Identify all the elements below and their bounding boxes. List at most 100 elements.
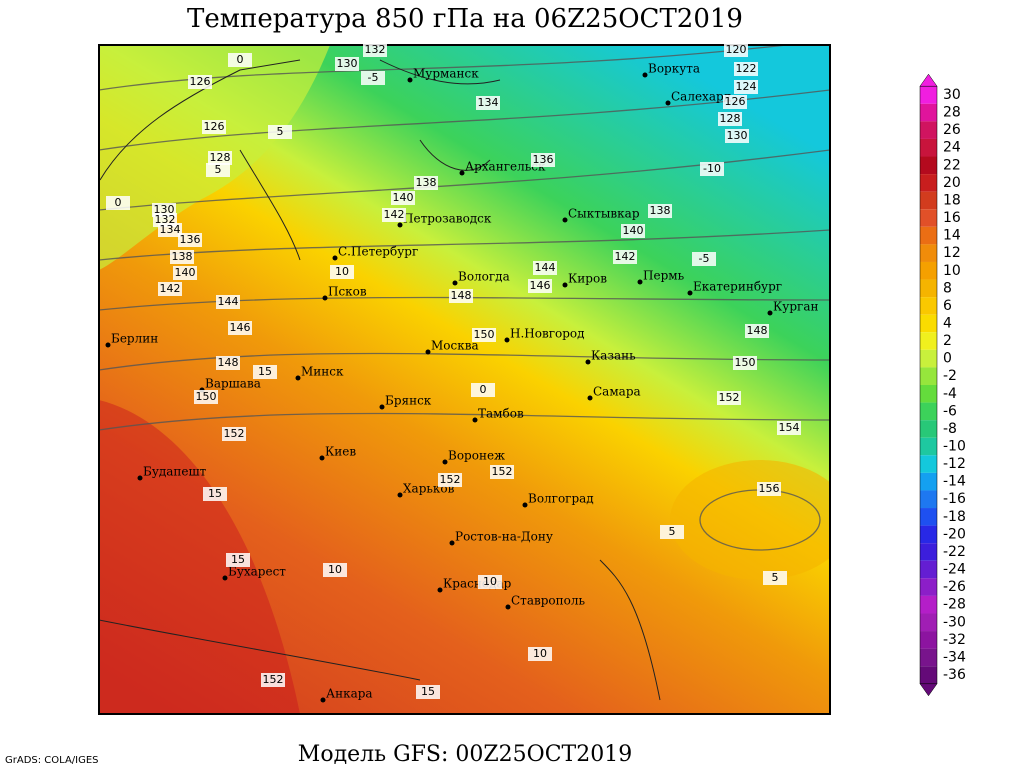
city-dot (397, 222, 403, 228)
contour-label: -5 (368, 71, 379, 84)
contour-label: 150 (196, 390, 217, 403)
contour-label-box (733, 356, 757, 370)
colorbar-label: 10 (943, 263, 961, 279)
contour-label-box (416, 685, 440, 699)
contour-label: 0 (115, 196, 122, 209)
contour-label-box (528, 279, 552, 293)
contour-label-box (363, 43, 387, 57)
contour-label: 15 (231, 553, 245, 566)
contour-label: 142 (384, 208, 405, 221)
contour-label: 130 (154, 203, 175, 216)
contour-label: 128 (720, 112, 741, 125)
contour-label-box (222, 427, 246, 441)
contour-label: 0 (237, 53, 244, 66)
contour-label-box (414, 176, 438, 190)
contour-label-box (361, 71, 385, 85)
contour-label-box (382, 208, 406, 222)
colorbar-top (919, 73, 938, 87)
contour-label: 10 (483, 575, 497, 588)
contour-label: 148 (218, 356, 239, 369)
city-label: Варшава (205, 377, 261, 391)
colorbar-cell (920, 490, 937, 509)
contour-label: 140 (175, 266, 196, 279)
contour-label: 152 (224, 427, 245, 440)
city-label: Будапешт (143, 465, 207, 479)
colorbar-cell (920, 226, 937, 245)
colorbar-cell (920, 560, 937, 579)
city-dot (562, 282, 568, 288)
contour-label: 10 (328, 563, 342, 576)
city-dot (105, 342, 111, 348)
colorbar-label: -36 (943, 667, 966, 683)
contour-label-box (533, 261, 557, 275)
contour-label: -5 (699, 252, 710, 265)
colorbar-cell (920, 279, 937, 298)
contour-label: 128 (210, 151, 231, 164)
contour-label: 146 (530, 279, 551, 292)
colorbar-cell (920, 631, 937, 649)
colorbar-label: 24 (943, 140, 961, 156)
city-dot (665, 100, 671, 106)
contour-label-box (725, 129, 749, 143)
contour-label: 15 (421, 685, 435, 698)
city-dot (295, 375, 301, 381)
contour-label: 138 (416, 176, 437, 189)
city-label: Анкара (326, 687, 373, 701)
colorbar-cell (920, 648, 937, 667)
city-dot (522, 502, 528, 508)
city-label: Самара (593, 385, 641, 399)
contour-label: 5 (669, 525, 676, 538)
colorbar-label: 20 (943, 175, 961, 191)
city-label: Киев (325, 445, 356, 459)
colorbar-label: 22 (943, 157, 961, 173)
colorbar-label: -24 (943, 562, 966, 578)
contour-label-box (261, 673, 285, 687)
contour-label-box (621, 224, 645, 238)
colorbar-label: 18 (943, 192, 961, 208)
city-dot (407, 77, 413, 83)
city-dot (472, 417, 478, 423)
city-dot (437, 587, 443, 593)
contour-label: 140 (623, 224, 644, 237)
colorbar-label: -26 (943, 579, 966, 595)
colorbar-label: -10 (943, 439, 966, 455)
contour-label: 156 (759, 482, 780, 495)
contour-label: 144 (535, 261, 556, 274)
contour-label-box (734, 62, 758, 76)
contour-label-box (692, 252, 716, 266)
colorbar-cell (920, 613, 937, 632)
contour-label: 142 (615, 250, 636, 263)
contour-label: 148 (451, 289, 472, 302)
city-label: Архангельск (465, 160, 546, 174)
contour-label-box (228, 321, 252, 335)
contour-label-box (178, 233, 202, 247)
contour-label-box (757, 482, 781, 496)
colorbar-cell (920, 349, 937, 368)
credit: GrADS: COLA/IGES (5, 755, 99, 766)
colorbar-cell (920, 508, 937, 526)
city-label: Мурманск (413, 67, 479, 81)
city-label: Волгоград (528, 492, 594, 506)
city-label: Казань (591, 349, 636, 363)
contour-label: 150 (735, 356, 756, 369)
colorbar-label: 30 (943, 87, 961, 103)
city-dot (587, 395, 593, 401)
city-label: Москва (431, 339, 479, 353)
contour-label-box (490, 465, 514, 479)
contour-label: 144 (218, 295, 239, 308)
city-label: Киров (568, 272, 607, 286)
city-dot (452, 280, 458, 286)
colorbar-cell (920, 121, 937, 139)
colorbar-bottom (919, 683, 938, 697)
contour-label: 5 (277, 125, 284, 138)
colorbar-cell (920, 156, 937, 175)
colorbar-label: -32 (943, 632, 966, 648)
city-dot (505, 604, 511, 610)
contour-label: 120 (726, 43, 747, 56)
contour-label: 10 (335, 265, 349, 278)
city-dot (687, 290, 693, 296)
contour-label-box (478, 575, 502, 589)
contour-label: 140 (393, 191, 414, 204)
contour-label: 132 (155, 213, 176, 226)
colorbar-cell (920, 314, 937, 333)
